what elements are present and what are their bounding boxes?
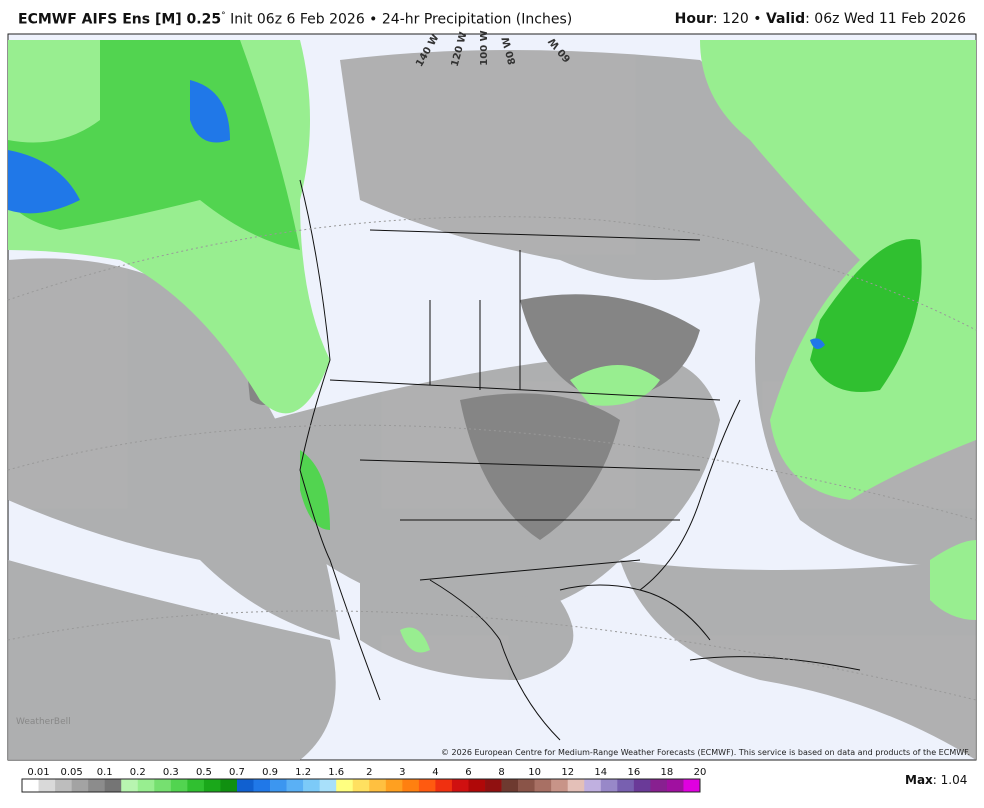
legend-swatch	[385, 779, 403, 792]
legend-swatch	[418, 779, 436, 792]
legend-label: 0.7	[229, 767, 245, 778]
legend-label: 4	[432, 767, 438, 778]
max-value: 1.04	[941, 773, 968, 787]
legend-label: 10	[528, 767, 541, 778]
legend-swatch	[600, 779, 618, 792]
legend-swatch	[104, 779, 122, 792]
legend-label: 2	[366, 767, 372, 778]
legend-swatch	[253, 779, 271, 792]
legend-swatch	[154, 779, 172, 792]
hour-label: Hour	[674, 11, 713, 27]
max-label: Max	[905, 773, 933, 787]
legend-swatch	[336, 779, 354, 792]
legend-swatch	[468, 779, 486, 792]
valid: 06z Wed 11 Feb 2026	[814, 11, 966, 27]
legend-swatch	[286, 779, 304, 792]
legend-swatch	[518, 779, 535, 792]
legend-swatch	[683, 779, 701, 792]
legend-label: 0.3	[163, 767, 179, 778]
legend-label: 0.05	[60, 767, 82, 778]
legend-swatch	[71, 779, 89, 792]
max: Max: 1.04	[905, 773, 967, 787]
legend-swatch	[319, 779, 337, 792]
legend-label: 20	[694, 767, 707, 778]
legend-swatch	[584, 779, 602, 792]
legend-label: 16	[627, 767, 640, 778]
legend-swatch	[402, 779, 420, 792]
legend-label: 0.5	[196, 767, 212, 778]
legend-swatch	[220, 779, 238, 792]
legend-label: 18	[661, 767, 674, 778]
logo: WeatherBell	[16, 717, 71, 727]
legend-swatch	[567, 779, 585, 792]
legend-swatch	[633, 779, 651, 792]
legend-label: 8	[498, 767, 504, 778]
legend-swatch	[236, 779, 254, 792]
info: Init 06z 6 Feb 2026 • 24-hr Precipitatio…	[230, 11, 573, 28]
legend-swatch	[650, 779, 668, 792]
legend-swatch	[187, 779, 205, 792]
legend-swatch	[352, 779, 370, 792]
legend-label: 0.01	[27, 767, 49, 778]
legend-label: 12	[561, 767, 574, 778]
valid-info: Hour: 120 • Valid: 06z Wed 11 Feb 2026	[674, 11, 966, 27]
legend-swatch	[435, 779, 453, 792]
legend-swatch	[270, 779, 287, 792]
legend-label: 0.9	[262, 767, 278, 778]
legend-label: 1.2	[295, 767, 311, 778]
legend-swatch	[137, 779, 155, 792]
legend-swatch	[501, 779, 519, 792]
legend-swatch	[203, 779, 221, 792]
hour: 120	[722, 11, 749, 27]
copyright: © 2026 European Centre for Medium-Range …	[441, 748, 970, 757]
legend-swatch	[38, 779, 56, 792]
legend-label: 3	[399, 767, 405, 778]
legend-label: 14	[594, 767, 607, 778]
legend-label: 6	[465, 767, 471, 778]
legend-swatch	[534, 779, 552, 792]
legend-swatch	[22, 779, 39, 792]
legend-swatch	[369, 779, 387, 792]
title: ECMWF AIFS Ens [M] 0.25° Init 06z 6 Feb …	[18, 11, 572, 28]
legend-label: 0.2	[130, 767, 146, 778]
legend-swatch	[121, 779, 139, 792]
legend-swatch	[170, 779, 188, 792]
legend-swatch	[303, 779, 320, 792]
coastlines	[299, 179, 861, 741]
legend-swatch	[485, 779, 502, 792]
legend-swatch	[88, 779, 105, 792]
legend-swatch	[451, 779, 469, 792]
colon: :	[933, 773, 941, 787]
legend-border	[21, 778, 701, 793]
legend-swatch	[666, 779, 684, 792]
legend-swatch	[55, 779, 72, 792]
legend-swatch	[551, 779, 569, 792]
legend-label: 1.6	[328, 767, 344, 778]
model: ECMWF AIFS Ens [M] 0.25	[18, 11, 222, 28]
legend-label: 0.1	[97, 767, 113, 778]
graticule	[7, 216, 977, 701]
degree: °	[221, 11, 226, 21]
precip-green	[8, 40, 976, 653]
legend: 0.01 0.05 0.1 0.2 0.3 0.5 0.7 0.9 1.2 1.6 2 3 4 6 8 10 1…	[21, 767, 707, 793]
legend-swatch	[617, 779, 635, 792]
longitude-label: 100 W	[479, 30, 490, 65]
valid-label: Valid	[765, 11, 806, 27]
